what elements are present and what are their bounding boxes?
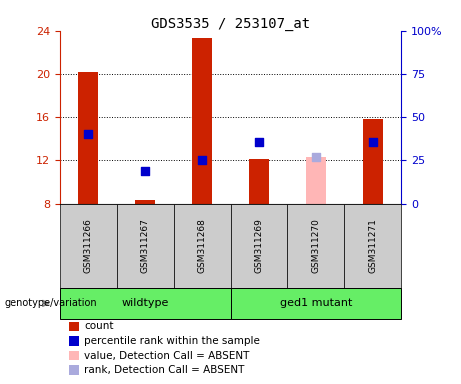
Text: ged1 mutant: ged1 mutant [280, 298, 352, 308]
Bar [192, 38, 212, 204]
Point [312, 154, 319, 160]
Text: GDS3535 / 253107_at: GDS3535 / 253107_at [151, 17, 310, 31]
Point [85, 131, 92, 137]
Text: rank, Detection Call = ABSENT: rank, Detection Call = ABSENT [84, 365, 244, 375]
Bar [174, 204, 230, 288]
Point [198, 157, 206, 164]
Bar [135, 200, 155, 204]
Point [255, 139, 263, 145]
Text: GSM311269: GSM311269 [254, 218, 263, 273]
Point [369, 139, 376, 145]
Bar [117, 204, 174, 288]
Bar [78, 72, 98, 204]
Bar [287, 204, 344, 288]
Text: count: count [84, 321, 113, 331]
Bar [344, 204, 401, 288]
Text: GSM311268: GSM311268 [198, 218, 207, 273]
Point [142, 168, 149, 174]
Bar [230, 204, 287, 288]
Text: GSM311270: GSM311270 [311, 218, 320, 273]
Text: GSM311267: GSM311267 [141, 218, 150, 273]
Text: percentile rank within the sample: percentile rank within the sample [84, 336, 260, 346]
Text: GSM311271: GSM311271 [368, 218, 377, 273]
Bar [60, 288, 230, 319]
Text: value, Detection Call = ABSENT: value, Detection Call = ABSENT [84, 351, 249, 361]
Text: genotype/variation: genotype/variation [5, 298, 97, 308]
Bar [230, 288, 401, 319]
Bar [60, 204, 117, 288]
Bar [249, 159, 269, 204]
Text: GSM311266: GSM311266 [84, 218, 93, 273]
Bar [306, 157, 326, 204]
Text: wildtype: wildtype [122, 298, 169, 308]
Bar [363, 119, 383, 204]
